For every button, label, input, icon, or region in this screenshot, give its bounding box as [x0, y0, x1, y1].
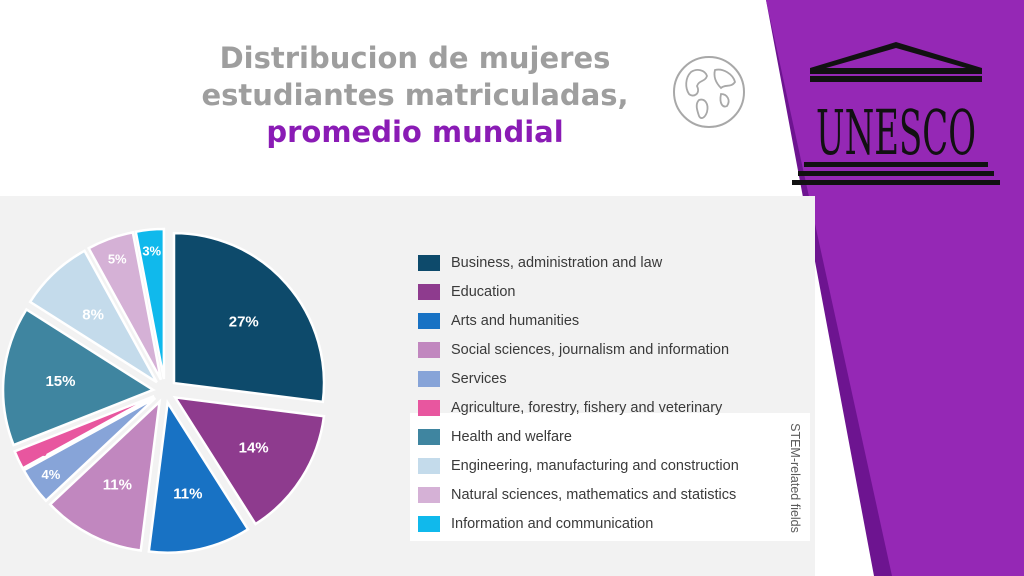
legend-swatch [418, 283, 440, 300]
pie-slice [22, 396, 157, 503]
chart-panel: 27% 14% 11% 11% 4% 2% 15% 8% 5% 3% [0, 196, 815, 576]
pie-slice [172, 395, 326, 526]
legend-label: Arts and humanities [451, 312, 580, 329]
pie-chart: 27% 14% 11% 11% 4% 2% 15% 8% 5% 3% [1, 227, 326, 554]
pie-slice [147, 399, 250, 554]
legend-swatch [418, 428, 440, 445]
pie-data-label: 8% [82, 306, 104, 323]
legend-swatch [418, 254, 440, 271]
chart-legend: Business, administration and law Educatio… [418, 248, 739, 538]
legend-item: Services [418, 364, 739, 393]
legend-item: Health and welfare [418, 422, 739, 451]
legend-label: Social sciences, journalism and informat… [451, 341, 730, 358]
pie-data-label: 4% [42, 467, 61, 482]
legend-swatch [418, 515, 440, 532]
legend-swatch [418, 399, 440, 416]
legend-item: Engineering, manufacturing and construct… [418, 451, 739, 480]
pie-data-label: 5% [108, 251, 127, 266]
legend-swatch [418, 457, 440, 474]
legend-swatch [418, 341, 440, 358]
legend-label: Agriculture, forestry, fishery and veter… [451, 399, 723, 416]
legend-item: Agriculture, forestry, fishery and veter… [418, 393, 739, 422]
globe-icon [673, 56, 745, 128]
title-line-2: estudiantes matriculadas, [201, 78, 629, 112]
legend-label: Health and welfare [451, 428, 572, 445]
legend-label: Business, administration and law [451, 254, 663, 271]
legend-label: Education [451, 283, 516, 300]
unesco-logo: UNESCO [792, 42, 1000, 185]
legend-item: Information and communication [418, 509, 739, 538]
pie-data-label: 11% [173, 485, 202, 502]
pie-data-label: 11% [103, 477, 132, 494]
legend-item: Business, administration and law [418, 248, 739, 277]
pie-data-label: 27% [229, 314, 259, 331]
legend-label: Natural sciences, mathematics and statis… [451, 486, 737, 503]
stem-fields-box [410, 413, 810, 541]
stem-related-label: STEM-related fields [788, 423, 802, 533]
title-line-3: promedio mundial [266, 115, 564, 149]
slide-title: Distribucion de mujeres estudiantes matr… [150, 40, 680, 151]
legend-label: Engineering, manufacturing and construct… [451, 457, 739, 474]
legend-item: Arts and humanities [418, 306, 739, 335]
pie-data-label: 15% [45, 373, 75, 390]
legend-item: Natural sciences, mathematics and statis… [418, 480, 739, 509]
legend-swatch [418, 370, 440, 387]
legend-item: Social sciences, journalism and informat… [418, 335, 739, 364]
legend-label: Information and communication [451, 515, 654, 532]
pie-data-label: 2% [28, 444, 47, 459]
pie-slice [13, 394, 155, 471]
pie-slice [48, 398, 162, 552]
pie-slice [134, 227, 166, 380]
pie-slice [86, 230, 163, 381]
pie-slice [172, 231, 326, 404]
pie-slice [28, 249, 158, 384]
legend-swatch [418, 312, 440, 329]
legend-item: Education [418, 277, 739, 306]
title-line-1: Distribucion de mujeres [219, 41, 611, 75]
pie-data-label: 14% [239, 439, 269, 456]
legend-swatch [418, 486, 440, 503]
legend-label: Services [451, 370, 507, 387]
pie-data-label: 3% [142, 244, 161, 259]
pie-slice [1, 307, 156, 447]
logo-lettering: UNESCO [816, 96, 976, 169]
